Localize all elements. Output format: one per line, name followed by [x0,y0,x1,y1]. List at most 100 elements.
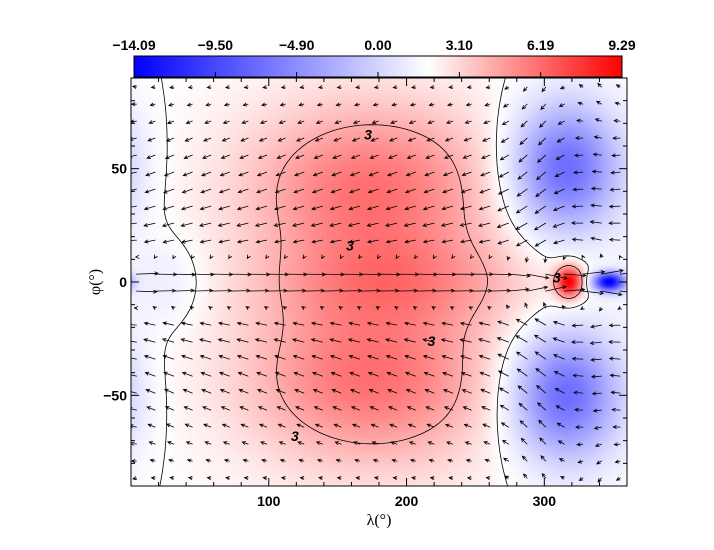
wind-arrow [315,120,323,124]
wind-arrow [576,118,584,123]
wind-arrow [480,171,491,177]
wind-arrow [463,423,472,428]
wind-arrow [314,423,323,428]
wind-arrow [562,255,567,261]
wind-arrow [429,85,435,89]
wind-arrow [422,222,435,227]
wind-arrow [559,476,565,480]
wind-arrow [185,441,193,445]
contour-level-3 [275,124,583,445]
wind-arrow [372,458,379,463]
wind-arrow [590,357,602,362]
wind-arrow [242,102,249,107]
wind-arrow [148,441,156,445]
wind-arrow [522,86,528,92]
wind-arrow [276,406,286,411]
wind-arrow [538,419,547,428]
wind-arrow [577,101,584,106]
wind-arrow [330,188,342,194]
wind-arrow [131,389,137,394]
wind-arrow [576,442,584,447]
wind-arrow [198,338,212,343]
wind-arrow [131,85,137,89]
wind-arrow [429,476,435,480]
wind-arrow [367,354,379,360]
wind-arrow [483,120,491,124]
wind-arrow [348,239,361,244]
wind-arrow [261,102,268,107]
wind-arrow [481,154,491,159]
wind-arrow [499,404,509,411]
wind-arrow [143,239,156,244]
wind-arrow [334,120,342,124]
wind-arrow [552,320,565,326]
wind-arrow [608,323,621,328]
wind-arrow [615,84,621,89]
wind-arrow [387,388,398,394]
wind-arrow [200,188,212,194]
wind-arrow [489,288,512,293]
wind-arrow [582,270,606,275]
wind-arrow [274,354,286,360]
wind-arrow [469,254,474,259]
wind-arrow [218,205,230,211]
wind-arrow [255,321,268,326]
wind-arrow [131,407,137,411]
wind-arrow [291,338,305,343]
wind-arrow [210,288,233,293]
wind-arrow [446,102,454,107]
wind-arrow [311,371,323,377]
wind-arrow [297,441,305,445]
wind-arrow [552,205,565,211]
wind-arrow [459,205,472,211]
wind-arrow [256,388,268,394]
wind-arrow [497,239,509,245]
wind-arrow [388,406,398,411]
wind-arrow [257,154,268,159]
wind-arrow [240,137,249,142]
wind-arrow [149,102,156,107]
wind-arrow [255,354,268,360]
colorbar-tick-label: 9.29 [608,37,635,53]
wind-arrow [460,355,472,360]
wind-arrow [146,406,156,411]
wind-arrow [539,437,547,445]
wind-arrow [238,171,249,177]
wind-arrow [608,204,621,209]
colorbar: −14.09 −9.50 −4.90 0.00 3.10 6.19 9.29 [112,37,636,78]
wind-arrow [409,102,416,107]
wind-arrow [331,171,342,177]
wind-arrow [409,458,416,463]
wind-arrow [465,102,472,107]
wind-arrow [556,137,565,143]
wind-arrow [370,423,379,428]
wind-arrow [131,119,137,124]
wind-arrow [516,368,528,377]
wind-arrow [553,354,565,360]
wind-arrow [554,171,565,177]
wind-arrow [543,256,548,264]
wind-arrow [519,420,528,428]
x-tick-label: 200 [395,493,419,509]
wind-arrow [209,254,214,260]
wind-arrow [422,205,435,211]
wind-arrow [275,171,286,177]
wind-arrow [516,188,528,197]
wind-arrow [236,239,249,244]
wind-arrow [236,321,249,326]
wind-arrow [536,385,547,394]
wind-arrow [515,318,528,326]
wind-arrow [553,371,565,377]
wind-arrow [205,458,212,463]
wind-arrow [392,85,398,89]
wind-arrow [150,476,156,480]
wind-arrow [608,221,621,226]
wind-arrow [221,137,230,142]
contour-labels: 3 3 3 3 3 [291,127,561,444]
colorbar-tick-label: −9.50 [198,37,234,53]
wind-arrow [246,254,251,260]
wind-arrow [442,188,454,194]
wind-arrow [301,306,306,311]
wind-arrow [147,423,156,428]
wind-arrow [238,388,249,394]
